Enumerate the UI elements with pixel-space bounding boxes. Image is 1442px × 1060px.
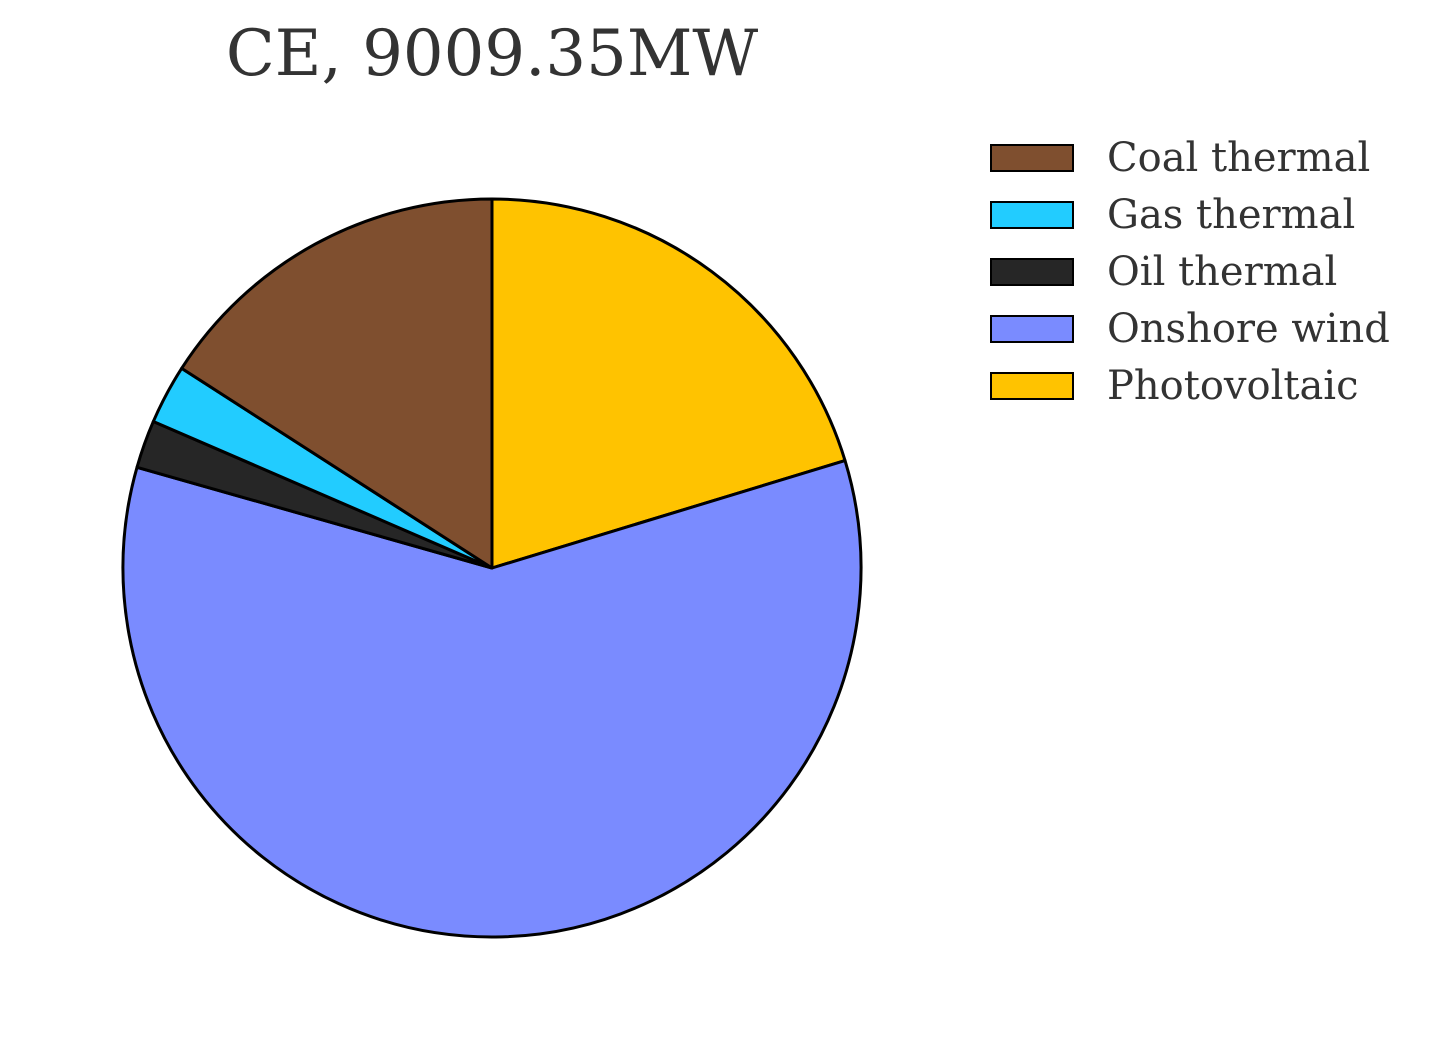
pie-slice-coal-thermal <box>180 197 494 570</box>
pie-slice-photovoltaic <box>490 197 847 570</box>
legend-swatch <box>990 314 1074 343</box>
legend-label: Onshore wind <box>1107 305 1390 352</box>
legend-swatch <box>990 257 1074 286</box>
legend-label: Oil thermal <box>1107 248 1338 295</box>
chart-title: CE, 9009.35MW <box>225 17 759 91</box>
pie-slices <box>121 197 863 939</box>
legend-item: Onshore wind <box>990 300 1390 357</box>
legend-item: Oil thermal <box>990 244 1390 301</box>
legend-item: Coal thermal <box>990 130 1390 187</box>
legend-swatch <box>990 201 1074 230</box>
pie-slice-onshore-wind <box>121 459 863 939</box>
legend-item: Gas thermal <box>990 187 1390 244</box>
legend-label: Gas thermal <box>1107 192 1356 239</box>
legend-swatch <box>990 144 1074 173</box>
legend-item: Photovoltaic <box>990 357 1390 414</box>
legend-label: Photovoltaic <box>1107 362 1359 409</box>
legend-label: Coal thermal <box>1107 135 1371 182</box>
legend-swatch <box>990 371 1074 400</box>
legend: Coal thermal Gas thermal Oil thermal Onshor… <box>990 130 1390 414</box>
